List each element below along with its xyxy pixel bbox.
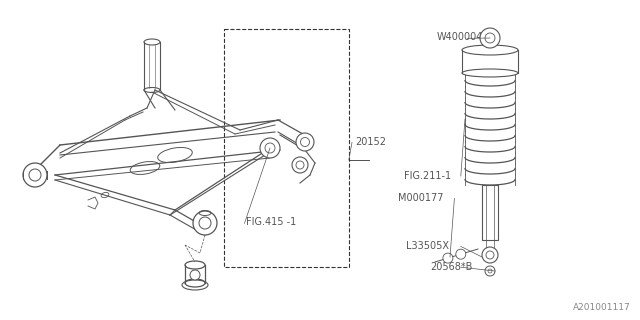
Circle shape bbox=[190, 270, 200, 280]
Circle shape bbox=[29, 169, 41, 181]
Circle shape bbox=[456, 249, 466, 259]
Circle shape bbox=[488, 269, 492, 273]
Circle shape bbox=[265, 143, 275, 153]
Circle shape bbox=[485, 33, 495, 43]
Circle shape bbox=[443, 253, 453, 263]
Text: FIG.415 -1: FIG.415 -1 bbox=[246, 217, 297, 228]
Text: FIG.211-1: FIG.211-1 bbox=[404, 171, 452, 181]
Circle shape bbox=[301, 138, 310, 147]
Circle shape bbox=[296, 133, 314, 151]
Circle shape bbox=[199, 217, 211, 229]
Text: M000177: M000177 bbox=[398, 193, 444, 204]
Circle shape bbox=[482, 247, 498, 263]
Circle shape bbox=[23, 163, 47, 187]
Circle shape bbox=[292, 157, 308, 173]
Circle shape bbox=[486, 251, 494, 259]
Circle shape bbox=[296, 161, 304, 169]
Circle shape bbox=[193, 211, 217, 235]
Text: A201001117: A201001117 bbox=[573, 303, 630, 312]
Bar bbox=[482, 185, 498, 240]
Bar bbox=[224, 29, 349, 267]
Text: 20568*B: 20568*B bbox=[430, 262, 472, 272]
Text: 20152: 20152 bbox=[355, 137, 386, 148]
Circle shape bbox=[480, 28, 500, 48]
Text: L33505X: L33505X bbox=[406, 241, 449, 252]
Circle shape bbox=[485, 266, 495, 276]
Text: W400004: W400004 bbox=[436, 32, 483, 42]
Circle shape bbox=[260, 138, 280, 158]
